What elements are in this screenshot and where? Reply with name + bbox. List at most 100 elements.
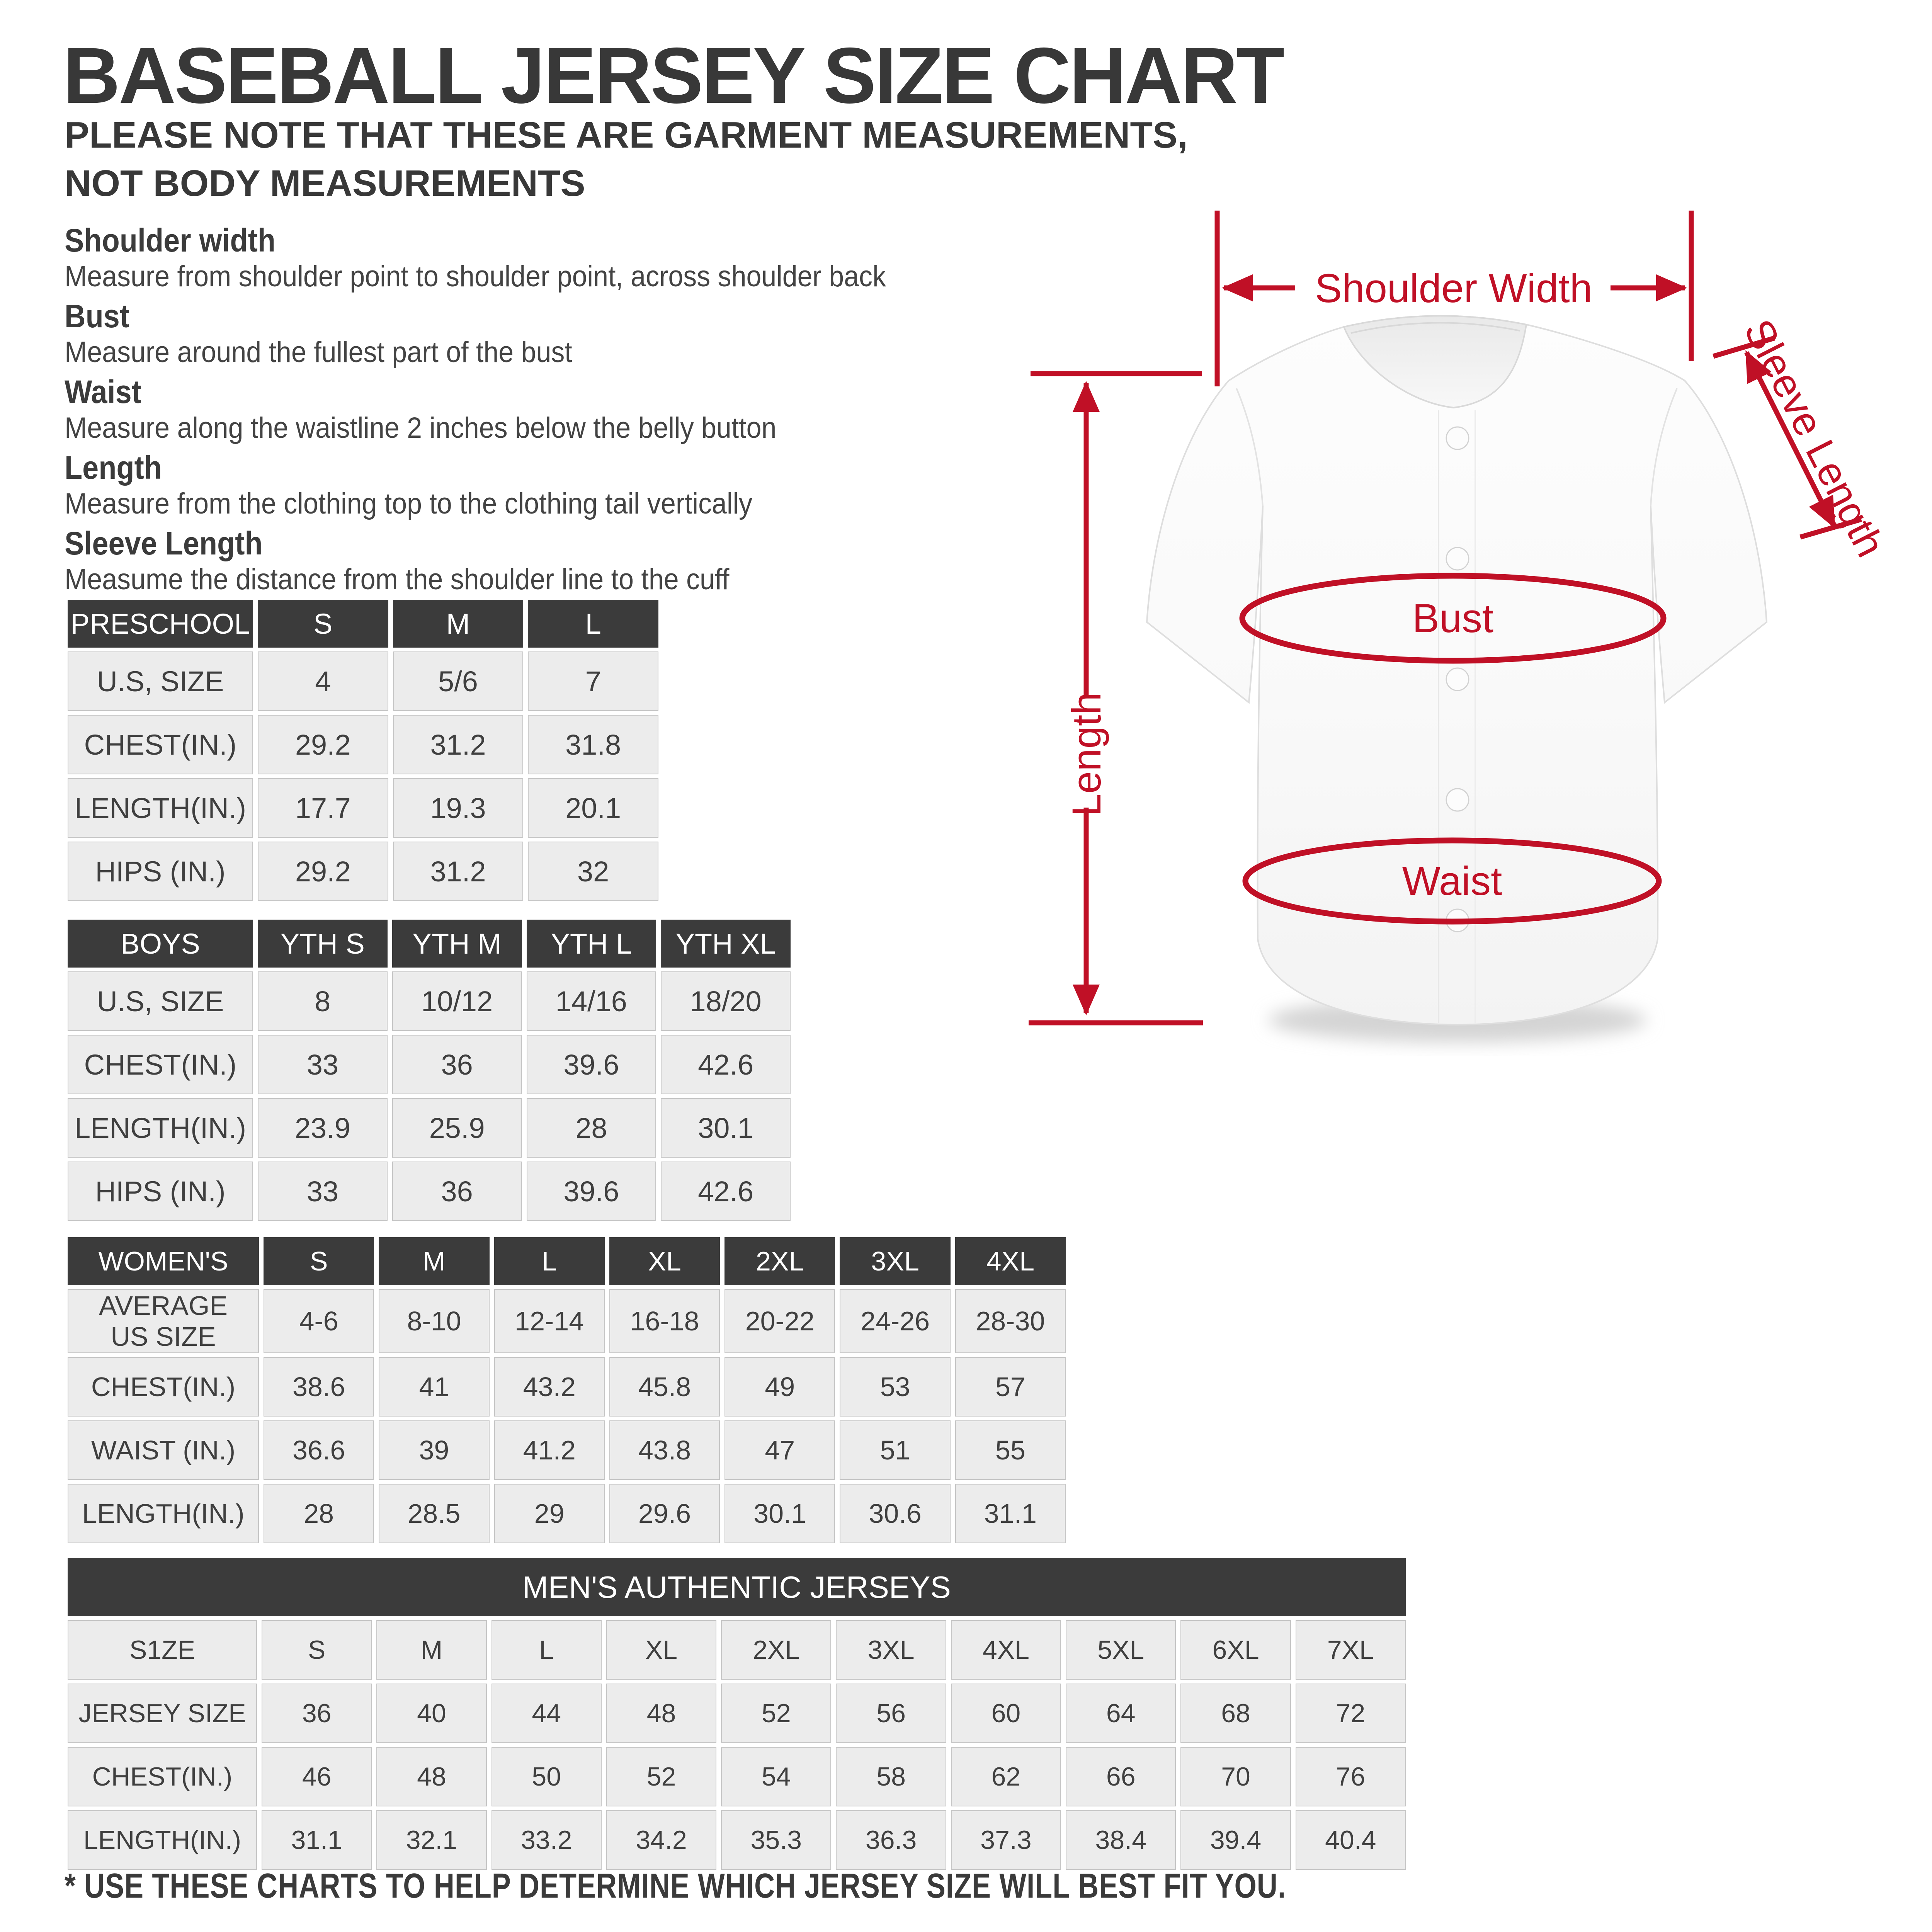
value-cell: 40.4 [1295,1810,1406,1870]
value-cell: 41 [379,1357,490,1417]
value-cell: 3XL [836,1620,946,1680]
value-cell: 76 [1295,1747,1406,1806]
header-cell: 3XL [840,1237,951,1285]
value-cell: 29.2 [258,715,388,774]
value-cell: 31.1 [955,1484,1066,1543]
row-label-cell: CHEST(IN.) [68,1747,257,1806]
value-cell: 30.1 [724,1484,835,1543]
value-cell: 28.5 [379,1484,490,1543]
header-cell: L [528,600,658,648]
table-row: LENGTH(IN.) 17.7 19.3 20.1 [68,778,658,838]
table-row: LENGTH(IN.) 23.9 25.9 28 30.1 [68,1098,791,1158]
value-cell: 28-30 [955,1289,1066,1353]
row-label-cell: HIPS (IN.) [68,1162,253,1221]
value-cell: 20.1 [528,778,658,838]
row-label-cell: LENGTH(IN.) [68,1098,253,1158]
value-cell: 32.1 [376,1810,487,1870]
boys-size-table: BOYS YTH S YTH M YTH L YTH XL U.S, SIZE 8 10/12… [63,916,795,1225]
value-cell: 60 [951,1684,1061,1743]
value-cell: 33 [258,1162,388,1221]
table-row: LENGTH(IN.) 28 28.5 29 29.6 30.1 30.6 31.1 [68,1484,1066,1543]
value-cell: 39.6 [526,1162,656,1221]
page-subtitle: PLEASE NOTE THAT THESE ARE GARMENT MEASU… [65,111,1188,208]
value-cell: 33.2 [491,1810,602,1870]
value-cell: 14/16 [526,971,656,1031]
value-cell: 8-10 [379,1289,490,1353]
value-cell: 25.9 [392,1098,522,1158]
value-cell: 72 [1295,1684,1406,1743]
value-cell: 8 [258,971,388,1031]
value-cell: 30.6 [840,1484,951,1543]
header-cell: WOMEN'S [68,1237,259,1285]
value-cell: 44 [491,1684,602,1743]
value-cell: 20-22 [724,1289,835,1353]
value-cell: 62 [951,1747,1061,1806]
header-cell: M [393,600,524,648]
header-cell: M [379,1237,490,1285]
jersey-buttons [1446,426,1469,932]
row-label-cell: CHEST(IN.) [68,1357,259,1417]
value-cell: 16-18 [609,1289,720,1353]
row-label-cell: HIPS (IN.) [68,842,253,901]
value-cell: 53 [840,1357,951,1417]
header-cell: S [258,600,388,648]
definition-description: Measure from the clothing top to the clo… [65,487,752,520]
table-row: WAIST (IN.) 36.6 39 41.2 43.8 47 51 55 [68,1420,1066,1480]
table-row: U.S, SIZE 4 5/6 7 [68,651,658,711]
header-cell: S [264,1237,374,1285]
value-cell: 37.3 [951,1810,1061,1870]
value-cell: S [262,1620,372,1680]
value-cell: 6XL [1180,1620,1291,1680]
womens-size-table: WOMEN'S S M L XL 2XL 3XL 4XL AVERAGE US SIZE 4-6 8… [63,1233,1070,1547]
row-label-cell: AVERAGE US SIZE [68,1289,259,1353]
row-label-cell: JERSEY SIZE [68,1684,257,1743]
value-cell: 32 [528,842,658,901]
table-row: CHEST(IN.) 46 48 50 52 54 58 62 66 70 76 [68,1747,1406,1806]
value-cell: 29.6 [609,1484,720,1543]
sleeve-arrow [1744,350,1836,529]
value-cell: 31.2 [393,842,524,901]
value-cell: 39.4 [1180,1810,1291,1870]
value-cell: 48 [376,1747,487,1806]
value-cell: 4 [258,651,388,711]
footer-note: * USE THESE CHARTS TO HELP DETERMINE WHI… [65,1867,1286,1905]
row-label-cell: WAIST (IN.) [68,1420,259,1480]
definition-sleeve-length: Sleeve Length Measume the distance from … [65,524,957,597]
value-cell: 47 [724,1420,835,1480]
value-cell: 66 [1066,1747,1176,1806]
header-cell: YTH S [258,920,388,968]
preschool-size-table: PRESCHOOL S M L U.S, SIZE 4 5/6 7 CHEST(IN.) 29.2… [63,596,663,905]
table-row: AVERAGE US SIZE 4-6 8-10 12-14 16-18 20-22 24-… [68,1289,1066,1353]
value-cell: 5XL [1066,1620,1176,1680]
row-label-cell: S1ZE [68,1620,257,1680]
row-label-cell: U.S, SIZE [68,651,253,711]
value-cell: 57 [955,1357,1066,1417]
table-row: CHEST(IN.) 29.2 31.2 31.8 [68,715,658,774]
sleeve-tick-top [1713,335,1775,359]
value-cell: 49 [724,1357,835,1417]
value-cell: 17.7 [258,778,388,838]
definition-description: Measure along the waistline 2 inches bel… [65,412,777,444]
sleeve-length-label: Sleeve Length [1735,312,1893,564]
value-cell: 42.6 [661,1162,791,1221]
value-cell: 24-26 [840,1289,951,1353]
value-cell: 33 [258,1035,388,1094]
value-cell: 55 [955,1420,1066,1480]
jersey-illustration [1146,315,1768,1026]
jersey-diagram: Shoulder Width Length Sleeve Length Bust… [1029,211,1893,1043]
value-cell: 36.6 [264,1420,374,1480]
table-row: HIPS (IN.) 29.2 31.2 32 [68,842,658,901]
value-cell: 5/6 [393,651,524,711]
row-label-cell: U.S, SIZE [68,971,253,1031]
value-cell: M [376,1620,487,1680]
length-label: Length [1064,692,1109,816]
value-cell: 70 [1180,1747,1291,1806]
value-cell: 54 [721,1747,832,1806]
table-row: U.S, SIZE 8 10/12 14/16 18/20 [68,971,791,1031]
definition-description: Measure around the fullest part of the b… [65,336,572,369]
value-cell: 41.2 [494,1420,605,1480]
value-cell: 28 [526,1098,656,1158]
table-row: CHEST(IN.) 38.6 41 43.2 45.8 49 53 57 [68,1357,1066,1417]
table-row: HIPS (IN.) 33 36 39.6 42.6 [68,1162,791,1221]
value-cell: 58 [836,1747,946,1806]
